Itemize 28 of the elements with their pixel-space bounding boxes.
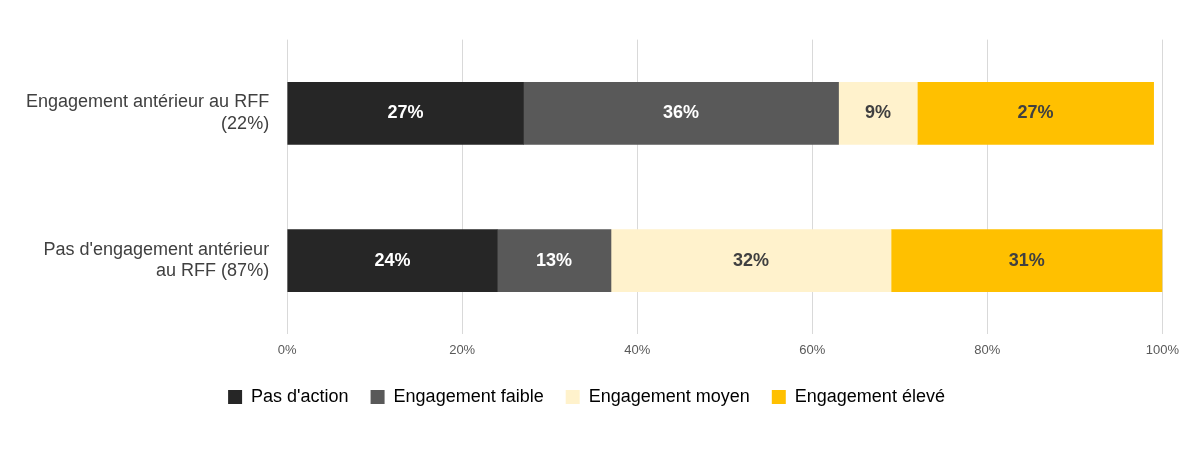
bar	[890, 229, 1163, 293]
x-tick-label: 80%	[974, 341, 1001, 357]
bar	[838, 81, 918, 145]
data-label: 27%	[387, 102, 424, 123]
x-tick-label: 60%	[799, 341, 826, 357]
bar	[496, 229, 612, 293]
bar	[523, 81, 839, 145]
y-tick-label: Pas d'engagement antérieur au RFF (87%)	[43, 238, 270, 281]
bar	[610, 229, 892, 293]
y-tick-label: Engagement antérieur au RFF (22%)	[25, 91, 270, 134]
data-label: 31%	[1008, 249, 1045, 270]
data-label: 32%	[733, 249, 770, 270]
data-label: 36%	[662, 102, 700, 123]
x-tick-label: 0%	[277, 341, 297, 357]
legend-label: Pas d'action	[251, 385, 349, 406]
data-label: 13%	[536, 249, 573, 270]
data-label: 27%	[1017, 102, 1054, 123]
x-tick-label: 40%	[624, 341, 651, 357]
data-label: 24%	[374, 249, 411, 270]
bar	[287, 229, 498, 293]
legend-label: Engagement faible	[393, 385, 544, 406]
legend-label: Engagement moyen	[588, 385, 750, 406]
x-tick-label: 20%	[449, 341, 476, 357]
legend-label: Engagement élevé	[794, 385, 945, 406]
x-tick-label: 100%	[1145, 341, 1180, 357]
bar	[287, 81, 524, 145]
data-label: 9%	[864, 102, 891, 123]
bar	[916, 81, 1154, 145]
